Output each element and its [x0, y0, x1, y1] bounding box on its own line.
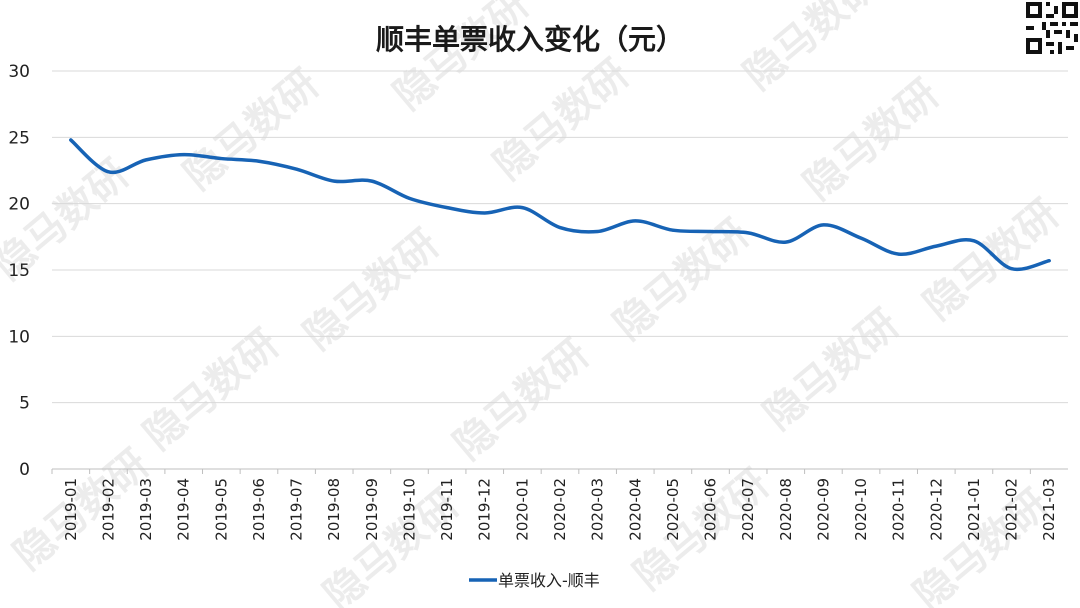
watermark-text: 隐马数研 [736, 0, 888, 99]
data-point [483, 211, 487, 215]
x-tick-label: 2019-08 [325, 478, 343, 541]
data-point [182, 153, 186, 157]
x-tick-label: 2019-11 [438, 478, 456, 541]
legend: 单票收入-顺丰 [469, 571, 600, 590]
data-point [106, 170, 110, 174]
x-tick-label: 2021-02 [1003, 478, 1021, 541]
watermark-text: 隐马数研 [176, 61, 328, 199]
data-point [558, 226, 562, 230]
y-tick-label: 15 [8, 261, 30, 281]
y-tick-label: 25 [8, 128, 30, 148]
x-tick-label: 2020-06 [702, 478, 720, 541]
watermark-text: 隐马数研 [136, 321, 288, 459]
data-point [897, 252, 901, 256]
x-tick-label: 2019-02 [99, 478, 117, 541]
data-point [821, 223, 825, 227]
x-tick-label: 2020-07 [739, 478, 757, 541]
y-tick-label: 0 [19, 460, 30, 480]
data-point [709, 230, 713, 234]
x-tick-label: 2020-11 [890, 478, 908, 541]
data-point [784, 240, 788, 244]
x-tick-label: 2020-04 [626, 478, 644, 541]
data-point [370, 179, 374, 183]
y-tick-label: 20 [8, 195, 30, 215]
watermark-text: 隐马数研 [386, 0, 538, 119]
grid-lines [52, 70, 1068, 470]
data-point [859, 236, 863, 240]
data-point [520, 206, 524, 210]
y-tick-label: 30 [8, 62, 30, 82]
data-point [972, 239, 976, 243]
watermark-text: 隐马数研 [486, 51, 638, 189]
x-tick-label: 2020-12 [927, 478, 945, 541]
x-tick-label: 2019-05 [212, 478, 230, 541]
legend-label: 单票收入-顺丰 [498, 571, 600, 590]
x-tick-label: 2021-03 [1040, 478, 1058, 541]
x-tick-label: 2019-04 [175, 478, 193, 541]
chart-title: 顺丰单票收入变化（元） [375, 23, 684, 56]
x-tick-label: 2020-09 [814, 478, 832, 541]
data-point [934, 244, 938, 248]
watermark-text: 隐马数研 [296, 221, 448, 359]
watermark-text: 隐马数研 [446, 331, 598, 469]
x-axis-ticks: 2019-01 2019-02 2019-03 2019-04 2019-05 2019-… [51, 469, 1058, 541]
y-tick-label: 10 [8, 327, 30, 347]
watermark-text: 隐马数研 [796, 71, 948, 209]
data-point [257, 159, 261, 163]
x-tick-label: 2020-10 [852, 478, 870, 541]
qr-code-icon [1026, 2, 1078, 54]
x-tick-label: 2019-10 [400, 478, 418, 541]
x-tick-label: 2020-08 [777, 478, 795, 541]
x-tick-label: 2019-09 [363, 478, 381, 541]
data-point [746, 231, 750, 235]
x-tick-label: 2019-07 [288, 478, 306, 541]
x-tick-label: 2020-05 [664, 478, 682, 541]
data-point [633, 219, 637, 223]
data-point [219, 157, 223, 161]
x-tick-label: 2020-01 [513, 478, 531, 541]
data-point [407, 196, 411, 200]
watermark-text: 隐马数研 [756, 301, 908, 439]
data-point [144, 158, 148, 162]
x-tick-label: 2020-03 [589, 478, 607, 541]
y-axis-ticks: 0 5 10 15 20 25 30 [8, 62, 30, 480]
series-layer [69, 138, 1051, 272]
x-tick-label: 2019-06 [250, 478, 268, 541]
data-point [1047, 259, 1051, 263]
data-point [596, 230, 600, 234]
data-point [295, 167, 299, 171]
x-tick-label: 2019-03 [137, 478, 155, 541]
data-point [671, 228, 675, 232]
x-tick-label: 2019-01 [62, 478, 80, 541]
series-line [69, 138, 1051, 272]
x-tick-label: 2020-02 [551, 478, 569, 541]
x-tick-label: 2021-01 [965, 478, 983, 541]
data-point [1010, 267, 1014, 271]
data-point [332, 179, 336, 183]
data-point [69, 138, 73, 142]
data-point [445, 206, 449, 210]
y-tick-label: 5 [19, 394, 30, 414]
watermark-text: 隐马数研 [916, 191, 1068, 329]
x-tick-label: 2019-12 [476, 478, 494, 541]
